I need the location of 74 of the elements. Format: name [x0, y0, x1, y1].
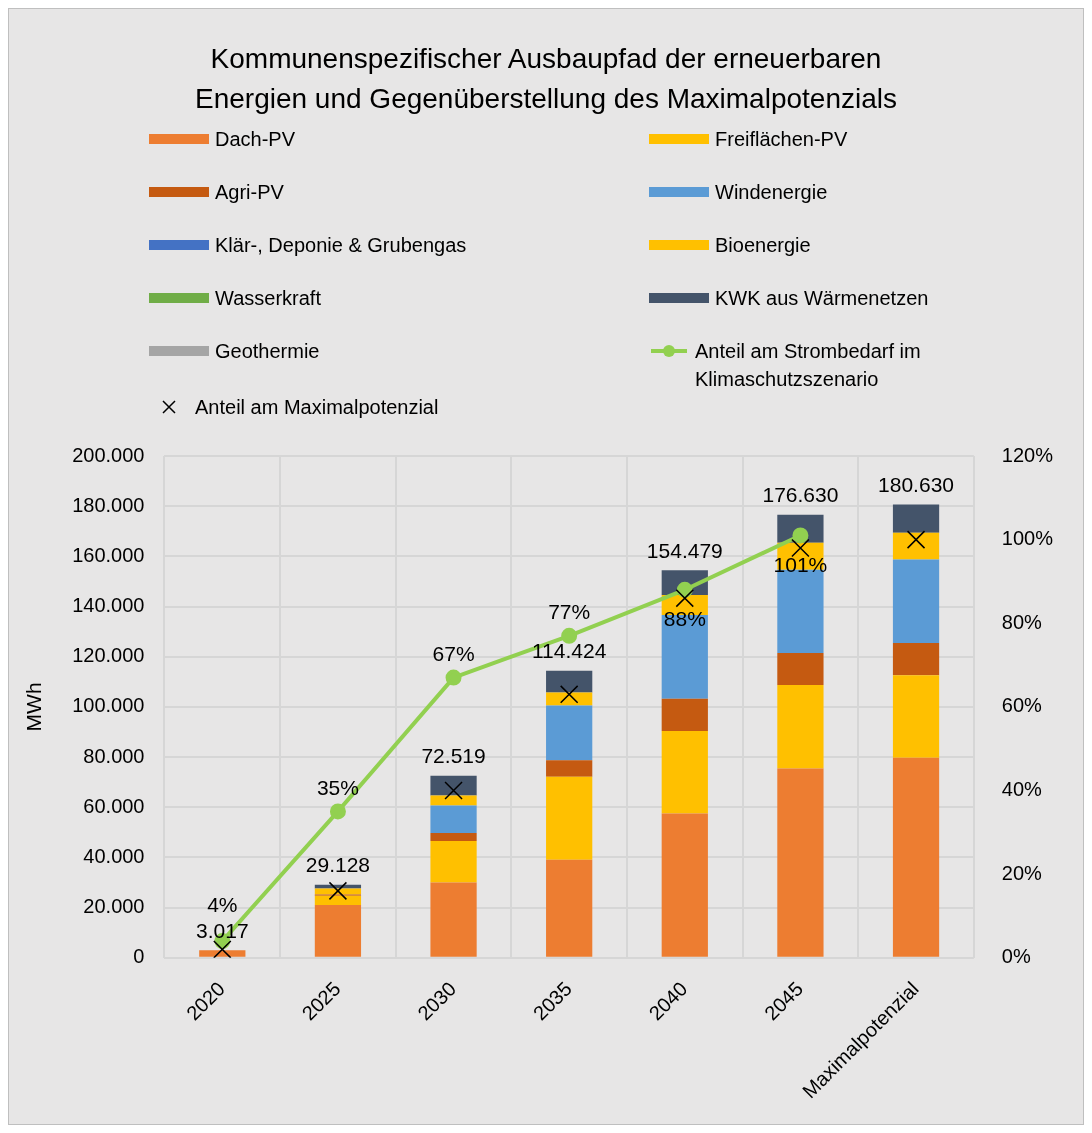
legend-label: Geothermie	[215, 339, 320, 364]
y-tick-label: 180.000	[72, 493, 145, 516]
point	[445, 669, 462, 686]
bar	[430, 795, 477, 806]
bar	[430, 805, 477, 834]
legend-label: Freiflächen-PV	[715, 127, 848, 152]
legend-label: Bioenergie	[715, 233, 811, 258]
total-label: 180.630	[878, 472, 954, 496]
total-label: 176.630	[762, 482, 839, 506]
total-label: 29.128	[305, 852, 371, 876]
y2-tick-label: 80%	[1001, 610, 1043, 633]
point	[328, 881, 348, 901]
legend-label: Anteil am Maximalpotenzial	[195, 395, 439, 420]
legend-label: Agri-PV	[215, 180, 284, 205]
bar	[661, 813, 708, 957]
bar	[777, 685, 824, 769]
bar	[430, 833, 477, 842]
bar	[546, 760, 593, 777]
y2-tick-label: 20%	[1001, 861, 1043, 884]
y-axis-title: MWh	[22, 682, 46, 732]
y-tick-label: 0	[133, 945, 145, 968]
y-tick-label: 200.000	[72, 443, 145, 466]
total-label: 154.479	[646, 538, 723, 562]
bar	[777, 652, 824, 686]
point	[561, 627, 578, 644]
y-tick-label: 120.000	[72, 644, 145, 667]
data-label: 4%	[207, 892, 238, 916]
bar	[314, 884, 362, 889]
bar	[546, 776, 593, 860]
bar	[314, 905, 362, 957]
bar	[892, 532, 940, 560]
bar	[199, 950, 246, 957]
point	[213, 940, 232, 958]
bar	[546, 859, 593, 957]
bar	[892, 675, 940, 758]
y-tick-label: 20.000	[83, 895, 145, 918]
data-label: 35%	[316, 775, 359, 799]
bar	[892, 757, 940, 957]
bar	[892, 559, 940, 643]
total-label: 114.424	[531, 639, 607, 662]
total-label: 72.519	[421, 744, 486, 768]
y2-tick-label: 0%	[1001, 945, 1031, 968]
y2-tick-label: 60%	[1001, 694, 1043, 717]
legend-label: Klär-, Deponie & Grubengas	[215, 233, 467, 258]
bar	[892, 504, 940, 533]
bar	[892, 642, 940, 676]
bar	[661, 698, 708, 731]
point	[329, 803, 346, 820]
bar	[430, 882, 477, 957]
bar	[430, 775, 477, 796]
bar	[430, 841, 477, 883]
legend-label: Wasserkraft	[215, 286, 321, 311]
y-tick-label: 40.000	[83, 844, 145, 867]
y-tick-label: 100.000	[72, 694, 145, 717]
y2-tick-label: 40%	[1001, 778, 1043, 801]
y-tick-label: 60.000	[83, 794, 145, 817]
legend-label: Dach-PV	[215, 127, 296, 152]
bar	[661, 730, 708, 814]
bar	[777, 768, 824, 957]
y-tick-label: 80.000	[83, 744, 145, 767]
legend-label: Anteil am Strombedarf im Klimaschutzszenario	[695, 339, 922, 392]
y-tick-label: 140.000	[72, 594, 145, 617]
chart-title: Kommunenspezifischer Ausbaupfad der erneuerbaren Energien und Gegenüberstellung des Maximalpotenzials	[194, 42, 898, 116]
y-tick-label: 160.000	[72, 543, 145, 566]
point	[675, 588, 695, 608]
data-label: 67%	[432, 641, 475, 665]
y2-tick-label: 120%	[1001, 443, 1054, 466]
legend-label: KWK aus Wärmenetzen	[715, 286, 929, 311]
bar	[546, 705, 593, 761]
data-label: 77%	[548, 600, 591, 624]
y2-tick-label: 100%	[1001, 527, 1054, 550]
point	[559, 685, 579, 704]
legend-label: Windenergie	[715, 180, 828, 205]
bar	[546, 670, 593, 693]
